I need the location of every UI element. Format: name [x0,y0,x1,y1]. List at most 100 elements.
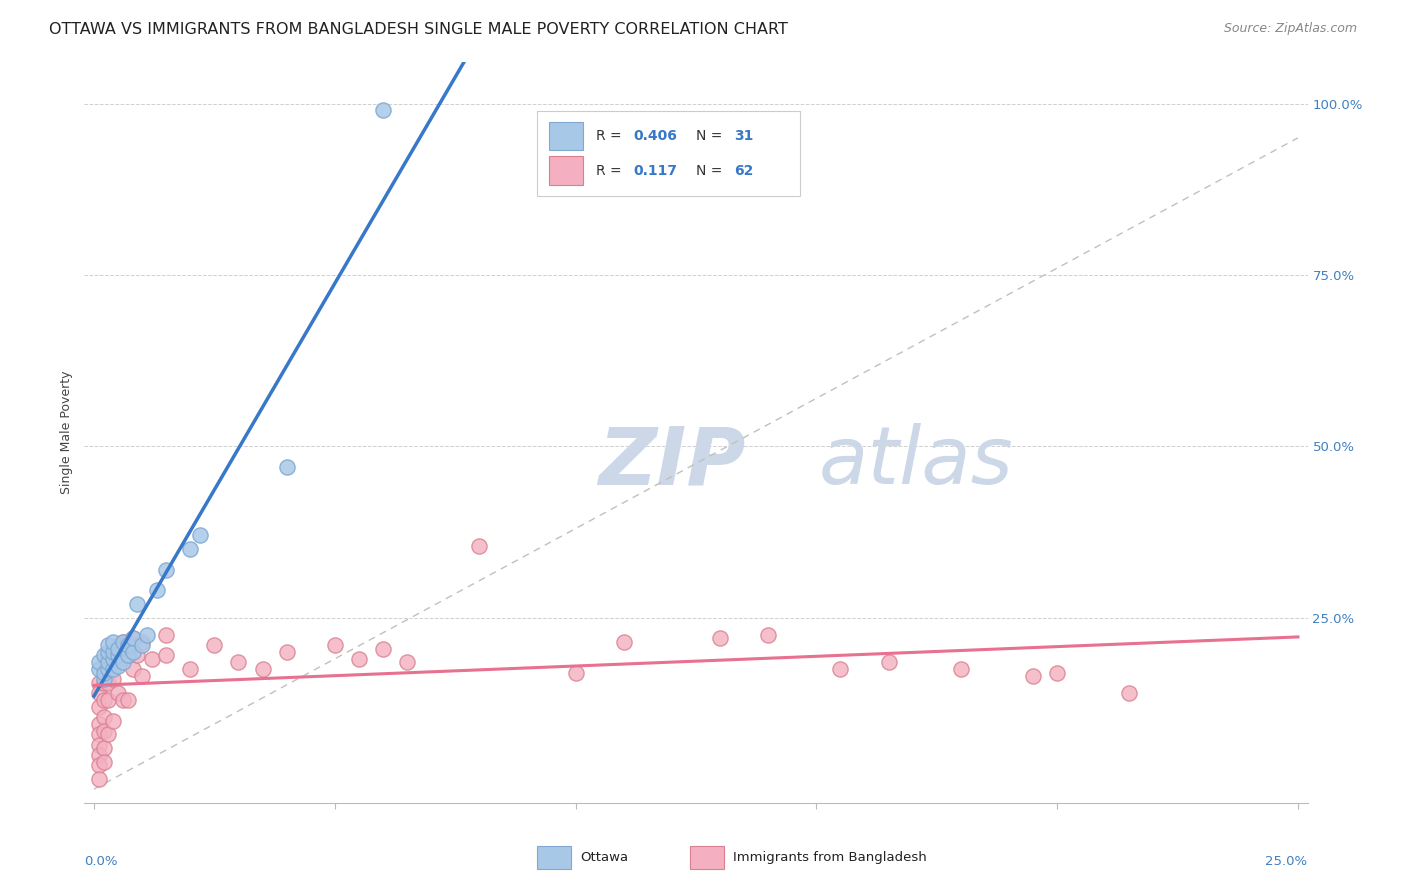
Point [97,693,120,707]
Point [93,665,115,680]
Point [276,645,298,659]
Point [564,665,586,680]
Text: 0.117: 0.117 [634,163,678,178]
Point [103,634,125,648]
Point [97,662,120,676]
Point [179,662,201,676]
FancyBboxPatch shape [537,111,800,195]
Point [93,741,115,756]
Point [93,648,115,663]
Point [141,652,163,666]
Y-axis label: Single Male Poverty: Single Male Poverty [59,371,73,494]
Point [949,662,972,676]
Point [97,645,120,659]
Point [371,103,394,118]
Point [93,676,115,690]
Point [103,652,125,666]
Point [709,632,731,646]
Text: 31: 31 [734,128,754,143]
Point [121,662,143,676]
Point [117,693,139,707]
Point [97,648,120,663]
Point [87,727,110,741]
Point [107,686,129,700]
Point [347,652,370,666]
Point [87,676,110,690]
Point [107,652,129,666]
Point [93,693,115,707]
Point [202,638,225,652]
Point [155,648,177,663]
Point [93,710,115,724]
Point [127,648,149,663]
Point [127,597,149,611]
Point [107,641,129,656]
Point [111,655,134,669]
Text: 62: 62 [734,163,754,178]
Point [103,645,125,659]
Point [121,632,143,646]
Point [252,662,274,676]
Text: ZIP: ZIP [598,423,745,501]
Point [395,655,418,669]
Point [877,655,900,669]
Point [117,638,139,652]
Point [131,669,153,683]
Point [111,648,134,663]
Point [1118,686,1140,700]
Point [756,628,779,642]
Point [87,699,110,714]
Point [97,727,120,741]
Text: 0.406: 0.406 [634,128,678,143]
Text: 0.0%: 0.0% [84,855,118,868]
Point [117,648,139,663]
Point [87,772,110,786]
Point [371,641,394,656]
Point [830,662,852,676]
FancyBboxPatch shape [550,156,583,185]
Text: R =: R = [596,128,626,143]
Point [97,662,120,676]
Text: Ottawa: Ottawa [579,851,628,864]
Point [131,638,153,652]
Point [93,673,115,687]
Text: N =: N = [696,163,727,178]
Point [111,634,134,648]
Point [117,648,139,663]
Point [179,542,201,557]
Point [323,638,346,652]
Point [111,693,134,707]
Text: 25.0%: 25.0% [1265,855,1308,868]
Point [188,528,211,542]
Point [107,648,129,663]
Point [1046,665,1069,680]
Point [136,628,159,642]
Text: Immigrants from Bangladesh: Immigrants from Bangladesh [733,851,927,864]
Text: R =: R = [596,163,630,178]
Point [145,583,167,598]
Point [97,655,120,669]
Point [87,758,110,772]
Text: Source: ZipAtlas.com: Source: ZipAtlas.com [1223,22,1357,36]
Point [87,686,110,700]
Point [103,673,125,687]
Point [93,723,115,738]
Text: OTTAWA VS IMMIGRANTS FROM BANGLADESH SINGLE MALE POVERTY CORRELATION CHART: OTTAWA VS IMMIGRANTS FROM BANGLADESH SIN… [49,22,789,37]
FancyBboxPatch shape [537,846,571,870]
Text: N =: N = [696,128,727,143]
Point [103,714,125,728]
Point [87,747,110,762]
FancyBboxPatch shape [690,846,724,870]
Point [87,662,110,676]
Point [1022,669,1045,683]
Point [103,662,125,676]
Point [107,658,129,673]
Point [111,634,134,648]
Point [87,738,110,752]
Point [155,563,177,577]
Point [613,634,636,648]
FancyBboxPatch shape [550,121,583,150]
Point [121,645,143,659]
Point [103,655,125,669]
Point [107,638,129,652]
